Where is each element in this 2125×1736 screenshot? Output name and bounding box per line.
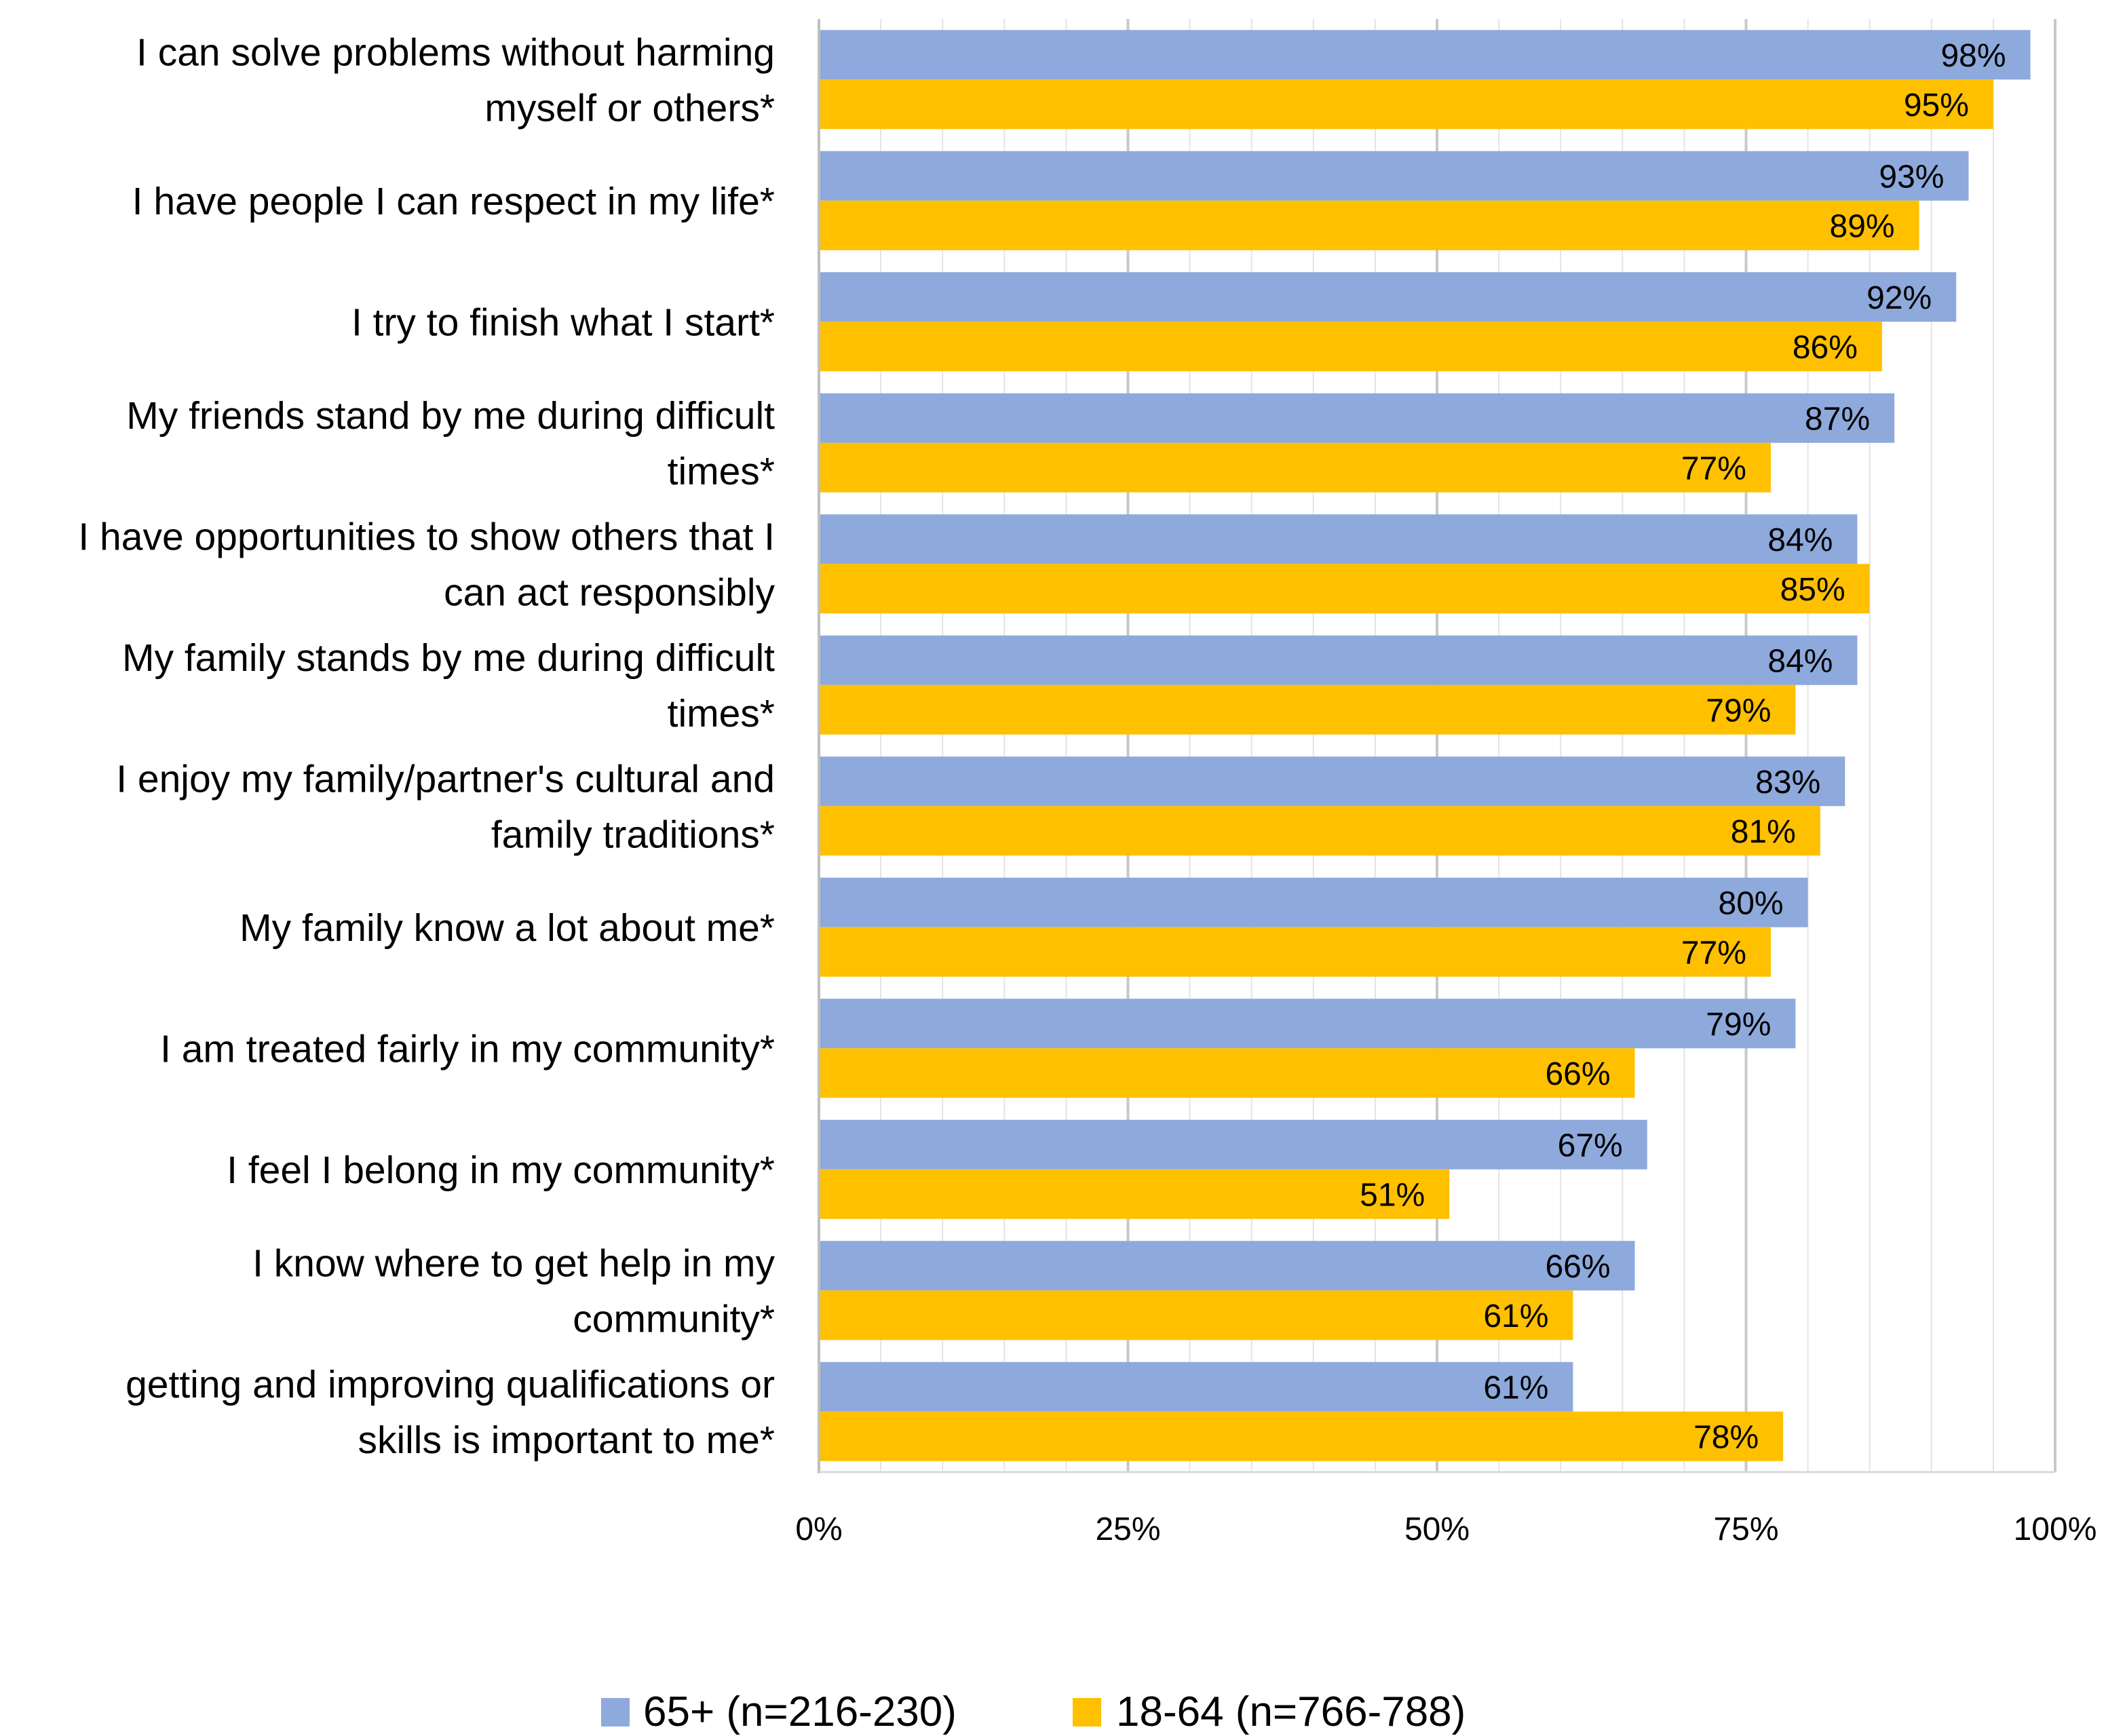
category-label: family traditions* — [491, 813, 775, 856]
x-tick-label: 50% — [1404, 1511, 1470, 1547]
data-label: 92% — [1866, 280, 1932, 316]
data-label: 61% — [1483, 1370, 1548, 1406]
category-label: times* — [668, 450, 775, 493]
bars — [819, 30, 2031, 1461]
category-label: I have opportunities to show others that… — [78, 515, 775, 558]
bar-18-64 — [819, 684, 1796, 735]
category-label: I feel I belong in my community* — [227, 1149, 775, 1192]
category-label: My family stands by me during difficult — [122, 636, 775, 680]
data-label: 79% — [1706, 693, 1771, 729]
bar-65-plus — [819, 877, 1808, 927]
category-label: I enjoy my family/partner's cultural and — [116, 757, 775, 801]
labels: 98% 95% I can solve problems without harmi… — [78, 31, 2097, 1547]
bar-65-plus — [819, 635, 1858, 685]
bar-65-plus — [819, 272, 1957, 322]
data-label: 95% — [1904, 88, 1969, 123]
bar-65-plus — [819, 756, 1845, 807]
category-label: I am treated fairly in my community* — [160, 1027, 775, 1070]
category-label: community* — [573, 1297, 775, 1340]
x-tick-label: 25% — [1095, 1511, 1160, 1547]
bar-18-64 — [819, 79, 1993, 130]
data-label: 83% — [1755, 765, 1820, 801]
data-label: 87% — [1805, 401, 1870, 437]
x-tick-label: 75% — [1713, 1511, 1778, 1547]
data-label: 77% — [1681, 450, 1746, 486]
category-label: I know where to get help in my — [252, 1241, 775, 1285]
x-tick-label: 100% — [2014, 1511, 2097, 1547]
data-label: 80% — [1719, 885, 1784, 921]
data-label: 77% — [1681, 935, 1746, 971]
bar-65-plus — [819, 1362, 1573, 1412]
data-label: 98% — [1940, 38, 2006, 74]
bar-18-64 — [819, 1411, 1784, 1461]
bar-18-64 — [819, 927, 1771, 977]
data-label: 86% — [1793, 330, 1858, 366]
data-label: 51% — [1360, 1177, 1425, 1213]
gridlines — [880, 19, 2056, 1472]
category-label: can act responsibly — [444, 571, 775, 614]
bar-65-plus — [819, 514, 1858, 564]
legend: 65+ (n=216-230) 18-64 (n=766-788) — [601, 1689, 1466, 1735]
category-label: times* — [668, 692, 775, 735]
bar-65-plus — [819, 999, 1796, 1049]
data-label: 89% — [1830, 208, 1895, 244]
category-label: I try to finish what I start* — [351, 301, 775, 344]
bar-18-64 — [819, 442, 1771, 493]
x-tick-label: 0% — [795, 1511, 842, 1547]
data-label: 81% — [1731, 814, 1796, 850]
bar-18-64 — [819, 322, 1882, 372]
category-label: I have people I can respect in my life* — [132, 180, 775, 223]
bar-18-64 — [819, 1290, 1573, 1340]
bar-18-64 — [819, 200, 1919, 250]
bar-65-plus — [819, 393, 1895, 443]
data-label: 78% — [1693, 1419, 1759, 1455]
legend-swatch — [601, 1698, 630, 1727]
bar-18-64 — [819, 1048, 1635, 1098]
legend-swatch — [1073, 1698, 1101, 1727]
data-label: 85% — [1780, 572, 1845, 608]
data-label: 84% — [1767, 643, 1833, 679]
bar-65-plus — [819, 30, 2031, 80]
legend-label: 18-64 (n=766-788) — [1116, 1689, 1466, 1735]
bar-65-plus — [819, 1241, 1635, 1291]
bar-18-64 — [819, 1169, 1450, 1219]
legend-label: 65+ (n=216-230) — [643, 1689, 957, 1735]
data-label: 67% — [1558, 1127, 1623, 1163]
data-label: 66% — [1545, 1249, 1610, 1285]
category-label: myself or others* — [484, 86, 775, 130]
bar-18-64 — [819, 564, 1870, 614]
bar-65-plus — [819, 151, 1969, 201]
category-label: skills is important to me* — [358, 1419, 775, 1462]
data-label: 66% — [1545, 1056, 1610, 1092]
category-label: getting and improving qualifications or — [126, 1363, 775, 1406]
axes — [818, 19, 2055, 1473]
category-label: My family know a lot about me* — [240, 906, 775, 950]
data-label: 84% — [1767, 522, 1833, 558]
data-label: 93% — [1879, 159, 1944, 195]
data-label: 61% — [1483, 1298, 1548, 1334]
category-label: My friends stand by me during difficult — [126, 394, 775, 438]
category-label: I can solve problems without harming — [136, 31, 775, 74]
bar-65-plus — [819, 1119, 1647, 1170]
data-label: 79% — [1706, 1007, 1771, 1043]
bar-18-64 — [819, 806, 1820, 856]
